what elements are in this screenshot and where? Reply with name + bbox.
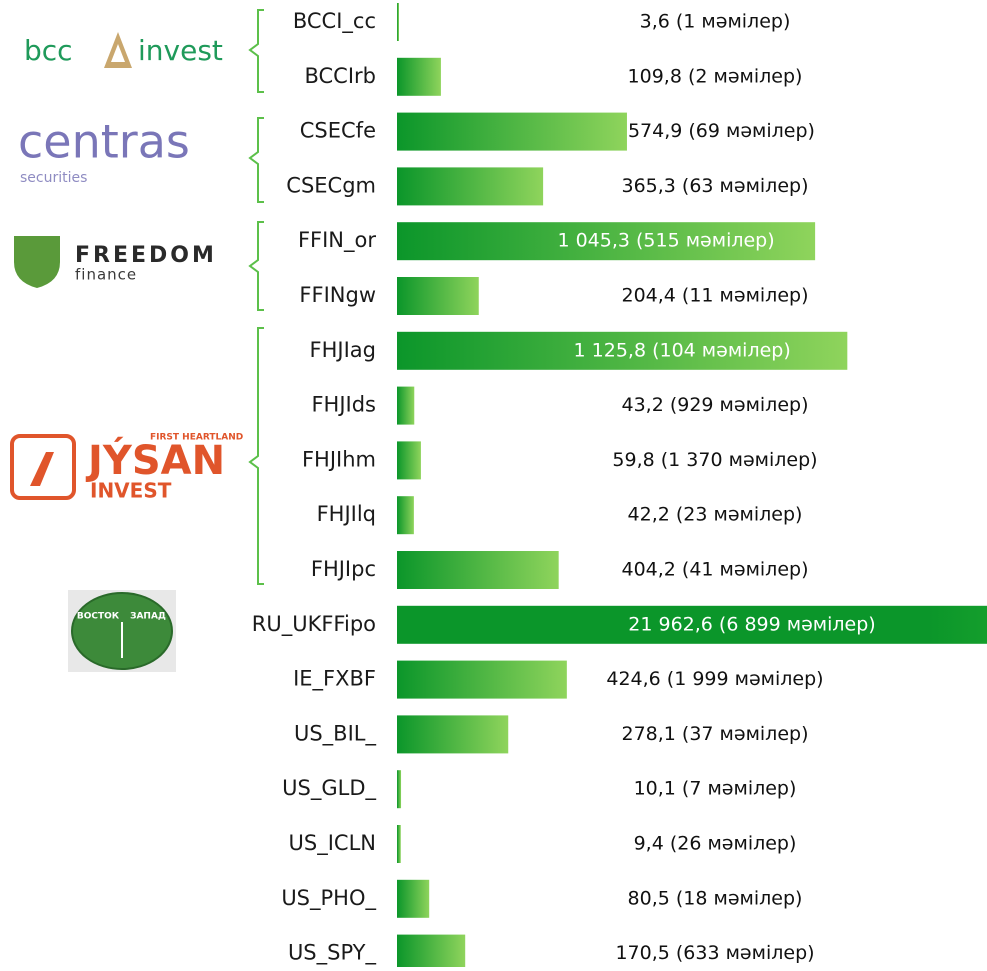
category-label: BCCI_cc [293, 9, 376, 34]
category-label: US_SPY_ [288, 941, 377, 966]
bar [397, 879, 430, 918]
logo-freedom: FREEDOM finance [14, 236, 217, 288]
category-label: FHJIds [311, 393, 376, 417]
logo-icon [30, 452, 54, 486]
value-label: 1 125,8 (104 мәмілер) [574, 339, 791, 361]
logo-bcc: bcc invest [24, 32, 223, 68]
category-label: US_GLD_ [282, 776, 376, 801]
value-label: 43,2 (929 мәмілер) [621, 394, 808, 416]
logo-vostok: ВОСТОК ЗАПАД [68, 590, 176, 672]
plot-area [397, 3, 987, 967]
bar [397, 57, 441, 96]
value-label: 10,1 (7 мәмілер) [634, 778, 797, 800]
bar [397, 441, 421, 480]
logo-text: ЗАПАД [130, 612, 166, 622]
logo-text: invest [138, 34, 223, 67]
value-label: 3,6 (1 мәмілер) [640, 11, 791, 33]
category-label: IE_FXBF [293, 667, 376, 692]
logo-icon [104, 32, 132, 68]
bar [397, 825, 401, 863]
value-label: 59,8 (1 370 мәмілер) [612, 449, 817, 471]
value-label: 9,4 (26 мәмілер) [634, 833, 797, 855]
logo-centras: centras securities [18, 115, 190, 187]
bracket [248, 327, 264, 585]
logo-text: bcc [24, 34, 73, 67]
logo-jysan: FIRST HEARTLAND JÝSAN INVEST [10, 433, 243, 503]
logo-text: FREEDOM [75, 243, 217, 268]
category-label: US_PHO_ [281, 886, 376, 911]
value-label: 21 962,6 (6 899 мәмілер) [628, 613, 875, 635]
bar [397, 167, 544, 206]
value-label: 42,2 (23 мәмілер) [628, 504, 803, 526]
value-label: 170,5 (633 мәмілер) [615, 942, 814, 964]
logo-text: JÝSAN [85, 435, 225, 484]
bar [397, 551, 559, 589]
category-label: FHJIlq [317, 502, 376, 526]
bar [397, 277, 479, 315]
category-label: CSECfe [300, 119, 376, 143]
bracket [248, 221, 264, 311]
bar [397, 934, 466, 967]
logo-text: securities [20, 170, 87, 186]
value-label: 1 045,3 (515 мәмілер) [557, 230, 774, 252]
logo-text: ВОСТОК [77, 612, 120, 622]
category-label: FHJIhm [302, 447, 376, 471]
bracket [248, 9, 264, 93]
bar [397, 660, 567, 699]
value-label: 365,3 (63 мәмілер) [621, 175, 808, 197]
bar [397, 3, 399, 41]
bar [397, 386, 415, 425]
logo-icon [10, 434, 76, 500]
bar [397, 770, 402, 809]
logo-text: INVEST [90, 479, 172, 503]
bracket [248, 117, 264, 203]
category-label: FHJIag [310, 338, 376, 362]
logo-text: finance [75, 266, 137, 284]
bar [397, 496, 414, 535]
value-label: 80,5 (18 мәмілер) [628, 887, 803, 909]
category-label: US_ICLN [289, 831, 376, 856]
value-label: 404,2 (41 мәмілер) [621, 559, 808, 581]
value-label: 424,6 (1 999 мәмілер) [606, 668, 823, 690]
category-label: RU_UKFFipo [252, 612, 376, 637]
logo-icon [14, 236, 60, 288]
bar [397, 715, 509, 754]
category-label: FHJIpc [311, 557, 376, 581]
value-label: 204,4 (11 мәмілер) [621, 285, 808, 307]
value-label: 278,1 (37 мәмілер) [621, 723, 808, 745]
category-label: US_BIL_ [294, 721, 377, 746]
logo-text: centras [18, 115, 190, 169]
logo-text: FIRST HEARTLAND [150, 433, 243, 443]
bar [397, 331, 848, 370]
category-label: FFINgw [299, 283, 376, 307]
category-label: FFIN_or [298, 228, 376, 253]
bar [397, 112, 627, 151]
value-label: 574,9 (69 мәмілер) [628, 120, 815, 142]
bar [397, 222, 816, 261]
category-label: BCCIrb [304, 64, 376, 88]
brackets [248, 9, 264, 585]
bar [397, 605, 987, 644]
value-label: 109,8 (2 мәмілер) [628, 65, 803, 87]
category-label: CSECgm [286, 173, 376, 197]
